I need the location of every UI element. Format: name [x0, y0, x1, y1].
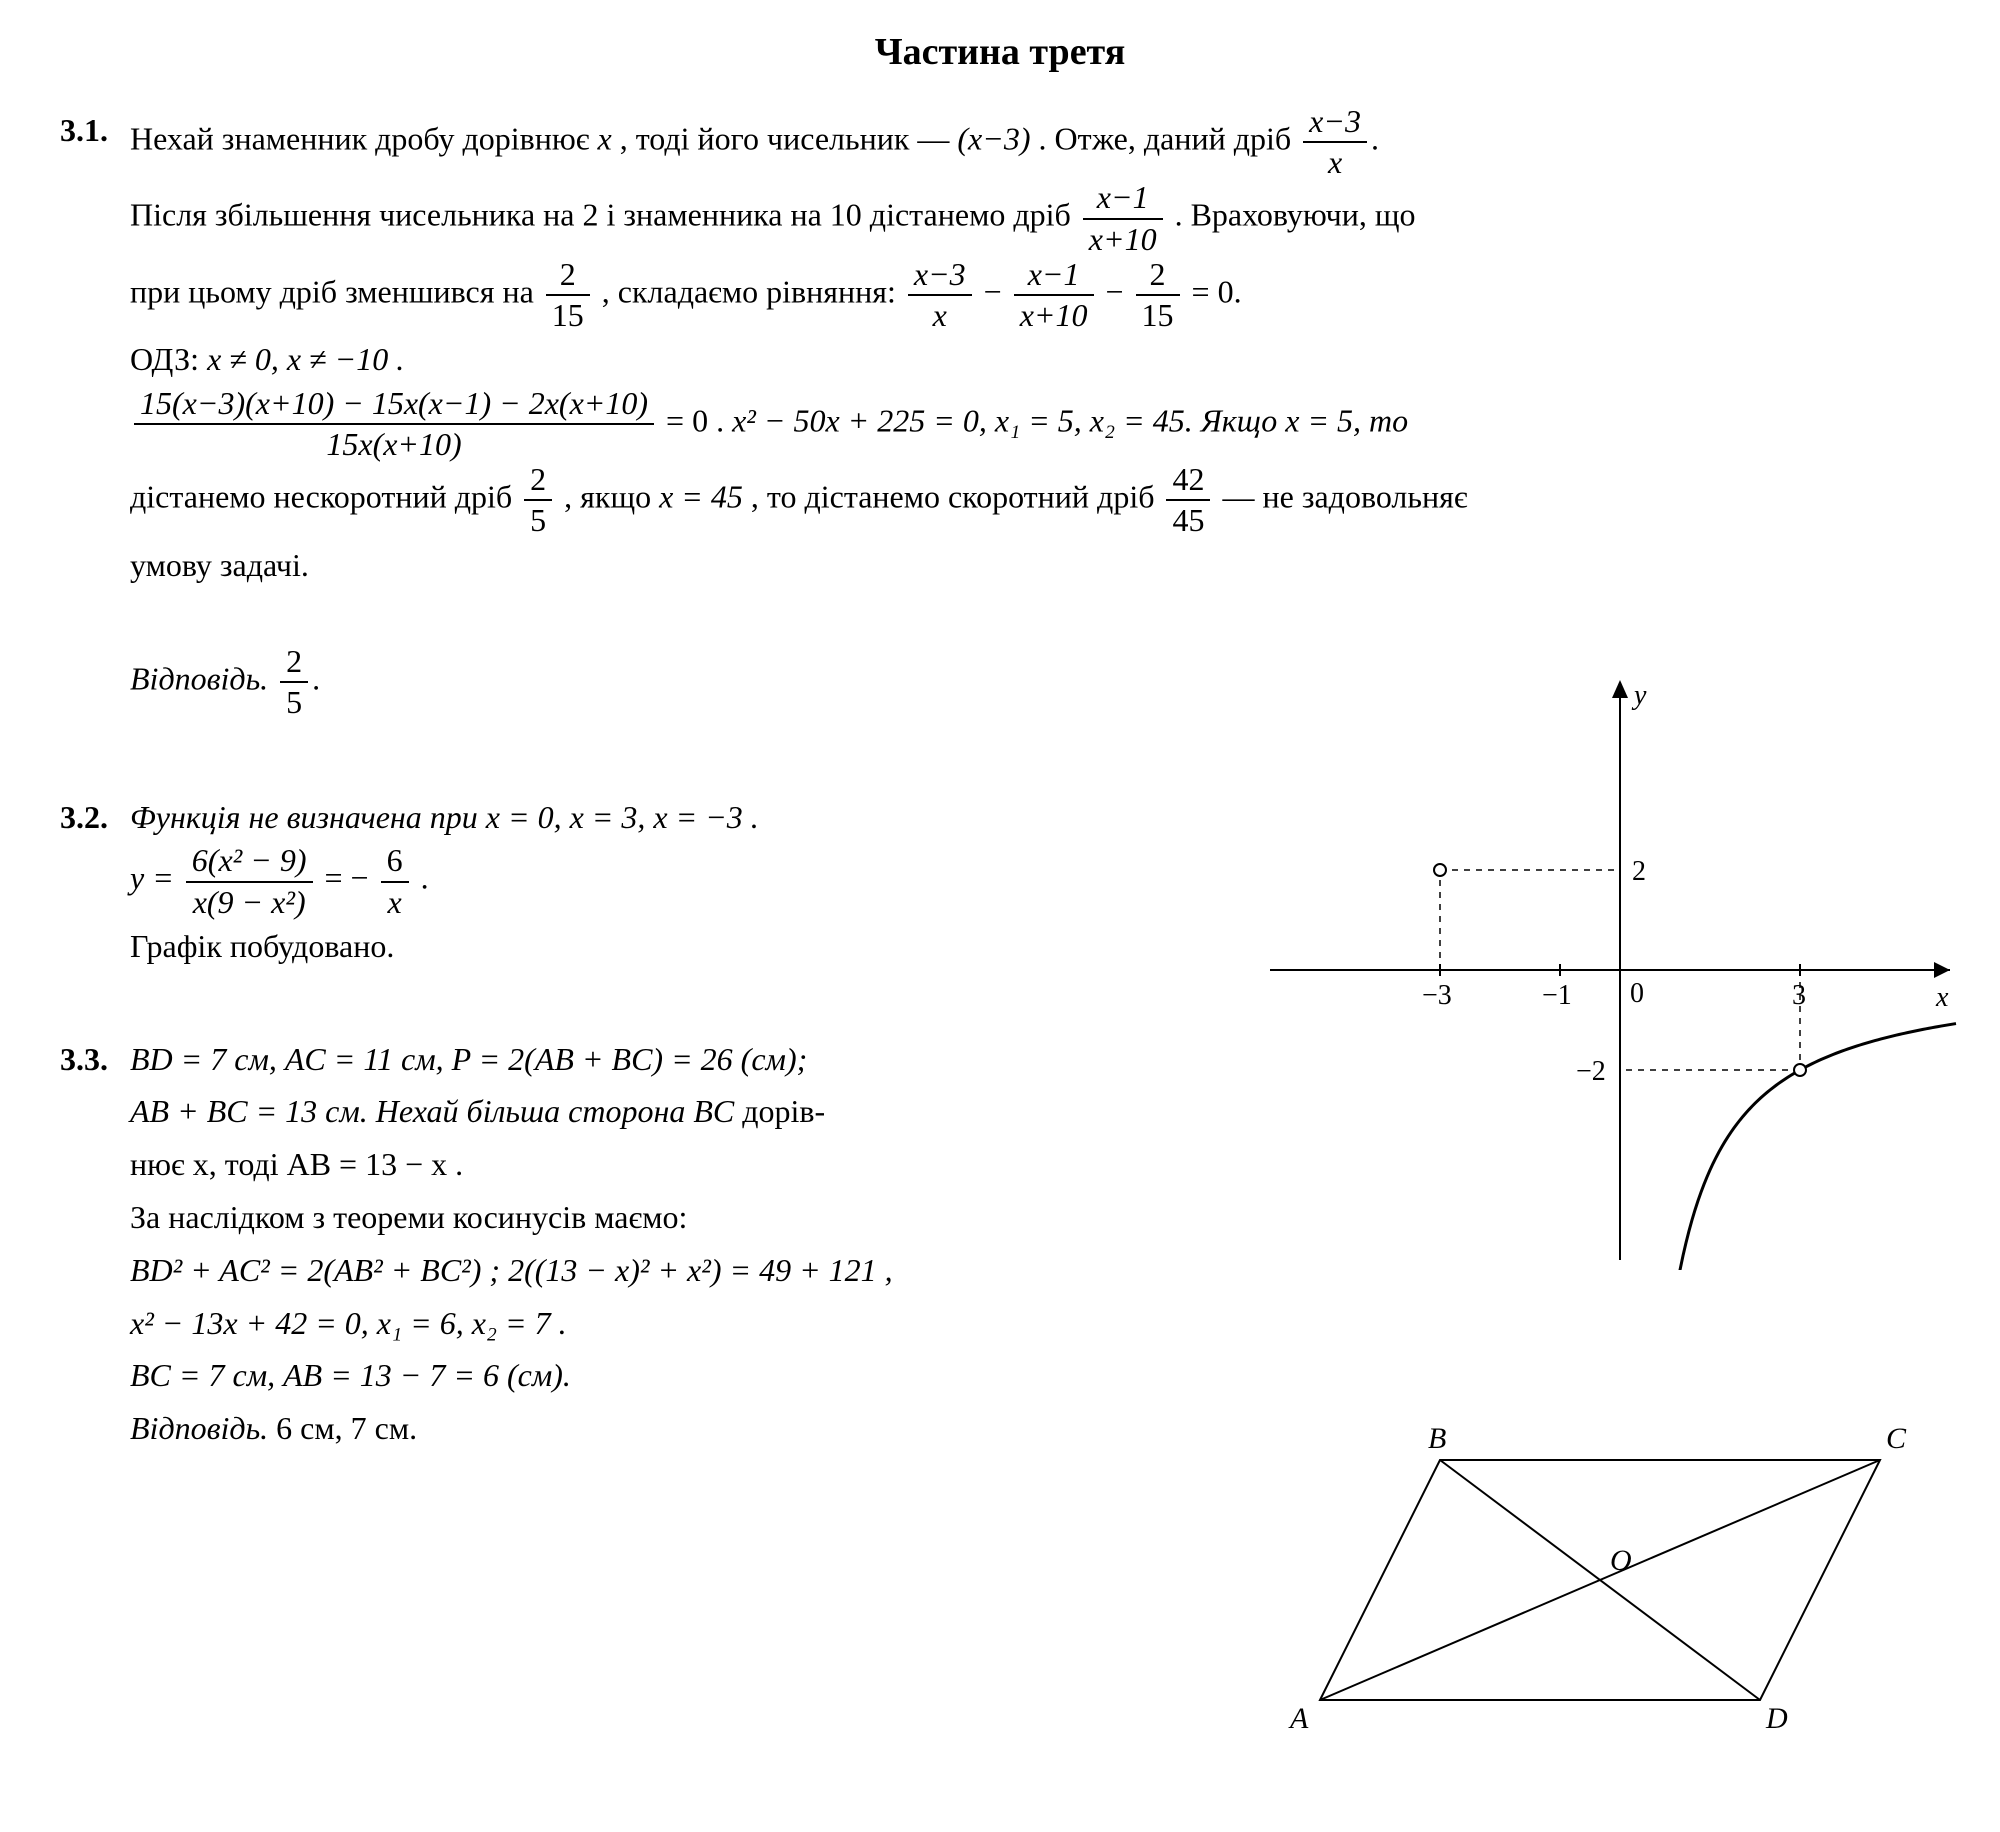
svg-text:−2: −2: [1576, 1056, 1606, 1087]
text: умову задачі.: [130, 547, 309, 583]
answer-label: Відповідь.: [130, 661, 268, 697]
svg-text:C: C: [1886, 1422, 1907, 1455]
denominator: x+10: [1083, 220, 1163, 257]
svg-text:x: x: [1935, 982, 1949, 1013]
numerator: 6: [381, 843, 409, 882]
numerator: x−1: [1083, 180, 1163, 219]
fraction: 42 45: [1166, 462, 1210, 538]
text: За наслідком з теореми косинусів маємо:: [130, 1199, 687, 1235]
numerator: x−3: [908, 257, 972, 296]
expr: x ≠ 0, x ≠ −10 .: [207, 341, 404, 377]
fraction: 6(x² − 9) x(9 − x²): [186, 843, 313, 919]
numerator: 2: [280, 644, 308, 683]
numerator: x−1: [1014, 257, 1094, 296]
problem-number: 3.3.: [60, 1033, 130, 1086]
text: .: [312, 661, 320, 697]
denominator: 15x(x+10): [134, 425, 654, 462]
text: дістанемо нескоротний дріб: [130, 479, 520, 515]
denominator: x: [381, 883, 409, 920]
parallelogram-svg: A B C D O: [1280, 1400, 1920, 1760]
expr: x² − 50x + 225 = 0, x₁ = 5, x₂ = 45. Якщ…: [732, 402, 1408, 438]
denominator: 5: [524, 501, 552, 538]
numerator: 2: [1136, 257, 1180, 296]
text: Графік побудовано.: [130, 928, 394, 964]
expr: x = 45: [659, 479, 743, 515]
svg-text:−3: −3: [1422, 980, 1452, 1011]
text: = −: [325, 860, 369, 896]
text: .: [421, 860, 429, 896]
text: дорів-: [742, 1093, 825, 1129]
expr: AB + BC = 13 см. Нехай більша сторона: [130, 1093, 693, 1129]
diagram-3-3: A B C D O: [1280, 1400, 1920, 1760]
fraction: x−1 x+10: [1083, 180, 1163, 256]
fraction: x−3 x: [908, 257, 972, 333]
graph-svg: y x 0 −3 −1 3 2 −2: [1260, 670, 1960, 1270]
problem-body: Нехай знаменник дробу дорівнює x , тоді …: [130, 104, 1940, 721]
text: Після збільшення чисельника на 2 і знаме…: [130, 197, 1079, 233]
numerator: x−3: [1303, 104, 1367, 143]
problem-number: 3.1.: [60, 104, 130, 157]
text: — не задовольняє: [1222, 479, 1467, 515]
svg-text:A: A: [1288, 1702, 1309, 1735]
part-title: Частина третя: [60, 30, 1940, 74]
text: , якщо: [564, 479, 659, 515]
svg-text:−1: −1: [1542, 980, 1572, 1011]
expr: BD² + AC² = 2(AB² + BC²) ; 2((13 − x)² +…: [130, 1252, 893, 1288]
denominator: 15: [1136, 296, 1180, 333]
fraction: 2 5: [280, 644, 308, 720]
text: , тоді його чисельник —: [620, 121, 958, 157]
svg-text:0: 0: [1630, 978, 1644, 1009]
var-x: x: [598, 121, 612, 157]
svg-text:D: D: [1765, 1702, 1788, 1735]
fraction: 2 5: [524, 462, 552, 538]
problem-number: 3.2.: [60, 791, 130, 844]
numerator: 2: [524, 462, 552, 501]
numerator: 15(x−3)(x+10) − 15x(x−1) − 2x(x+10): [134, 386, 654, 425]
expr: BD = 7 см, AC = 11 см, P = 2(AB + BC) = …: [130, 1041, 807, 1077]
expr: x² − 13x + 42 = 0, x₁ = 6, x₂ = 7 .: [130, 1305, 567, 1341]
text: = 0.: [1192, 273, 1242, 309]
denominator: x: [908, 296, 972, 333]
problem-3-1: 3.1. Нехай знаменник дробу дорівнює x , …: [60, 104, 1940, 721]
expr: (x−3): [957, 121, 1030, 157]
text: = 0 .: [666, 402, 732, 438]
svg-text:O: O: [1610, 1544, 1632, 1577]
fraction: x−1 x+10: [1014, 257, 1094, 333]
expr: y =: [130, 860, 174, 896]
svg-text:y: y: [1631, 680, 1647, 711]
text: .: [1371, 121, 1379, 157]
denominator: 15: [546, 296, 590, 333]
fraction: 2 15: [546, 257, 590, 333]
fraction: 6 x: [381, 843, 409, 919]
text: . Отже, даний дріб: [1038, 121, 1299, 157]
graph-3-2: y x 0 −3 −1 3 2 −2: [1260, 670, 1960, 1270]
text: , то дістанемо скоротний дріб: [751, 479, 1163, 515]
text: Функція не визначена при x = 0, x = 3, x…: [130, 799, 759, 835]
svg-text:2: 2: [1632, 856, 1646, 887]
answer-label: Відповідь.: [130, 1410, 268, 1446]
svg-text:B: B: [1428, 1422, 1446, 1455]
denominator: x: [1303, 143, 1367, 180]
denominator: x+10: [1014, 296, 1094, 333]
fraction: 15(x−3)(x+10) − 15x(x−1) − 2x(x+10) 15x(…: [134, 386, 654, 462]
fraction: 2 15: [1136, 257, 1180, 333]
fraction: x−3 x: [1303, 104, 1367, 180]
denominator: 5: [280, 683, 308, 720]
numerator: 6(x² − 9): [186, 843, 313, 882]
text: . Враховуючи, що: [1175, 197, 1416, 233]
text: Нехай знаменник дробу дорівнює: [130, 121, 598, 157]
answer-value: 6 см, 7 см.: [276, 1410, 417, 1446]
numerator: 42: [1166, 462, 1210, 501]
text: ОДЗ:: [130, 341, 207, 377]
svg-text:3: 3: [1792, 980, 1806, 1011]
denominator: 45: [1166, 501, 1210, 538]
expr: BC = 7 см, AB = 13 − 7 = 6 (см).: [130, 1357, 571, 1393]
text: нює x, тоді AB = 13 − x .: [130, 1146, 463, 1182]
denominator: x(9 − x²): [186, 883, 313, 920]
expr: BC: [693, 1093, 734, 1129]
text: , складаємо рівняння:: [602, 273, 904, 309]
numerator: 2: [546, 257, 590, 296]
text: при цьому дріб зменшився на: [130, 273, 542, 309]
